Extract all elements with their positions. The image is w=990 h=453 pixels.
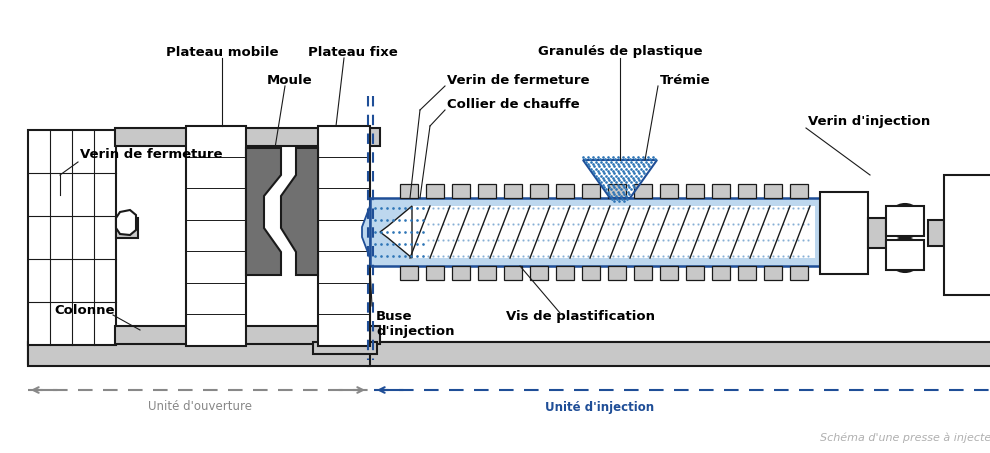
Bar xyxy=(426,266,444,280)
Bar xyxy=(400,184,418,198)
Bar xyxy=(28,342,370,366)
Text: Unité d'injection: Unité d'injection xyxy=(545,400,654,414)
Bar xyxy=(634,184,652,198)
Text: Plateau mobile: Plateau mobile xyxy=(165,45,278,58)
Bar xyxy=(410,206,815,258)
Text: Moule: Moule xyxy=(267,73,313,87)
Bar xyxy=(556,184,574,198)
Bar xyxy=(886,206,924,236)
Bar xyxy=(928,220,944,246)
Text: Verin d'injection: Verin d'injection xyxy=(808,116,931,129)
Bar xyxy=(318,126,370,346)
Bar xyxy=(426,184,444,198)
Bar xyxy=(608,184,626,198)
Bar xyxy=(790,184,808,198)
Bar xyxy=(478,266,496,280)
Polygon shape xyxy=(362,206,370,258)
Text: Plateau fixe: Plateau fixe xyxy=(308,45,398,58)
Bar xyxy=(608,266,626,280)
Bar xyxy=(738,266,756,280)
Bar xyxy=(764,266,782,280)
Bar xyxy=(582,184,600,198)
Bar xyxy=(712,266,730,280)
Bar xyxy=(313,342,377,354)
Text: Colonne: Colonne xyxy=(54,304,115,317)
Bar xyxy=(530,266,548,280)
Text: Unité d'ouverture: Unité d'ouverture xyxy=(148,400,252,414)
Bar xyxy=(400,266,418,280)
Bar xyxy=(186,126,246,346)
Circle shape xyxy=(888,204,922,238)
Bar xyxy=(868,218,886,248)
Bar xyxy=(478,184,496,198)
Bar xyxy=(28,130,116,345)
Bar xyxy=(28,342,938,364)
Bar xyxy=(790,266,808,280)
Bar xyxy=(660,184,678,198)
Bar xyxy=(944,175,990,295)
Text: Vis de plastification: Vis de plastification xyxy=(506,310,654,323)
Bar xyxy=(115,128,380,146)
Bar xyxy=(582,266,600,280)
Polygon shape xyxy=(380,206,412,258)
Text: Collier de chauffe: Collier de chauffe xyxy=(447,97,579,111)
Bar xyxy=(686,184,704,198)
Bar xyxy=(820,192,868,274)
Text: Granulés de plastique: Granulés de plastique xyxy=(538,45,702,58)
Bar xyxy=(764,184,782,198)
Text: Verin de fermeture: Verin de fermeture xyxy=(447,73,589,87)
Polygon shape xyxy=(246,148,281,275)
Bar xyxy=(686,266,704,280)
Bar xyxy=(370,198,820,266)
Bar xyxy=(712,184,730,198)
Bar xyxy=(452,184,470,198)
Bar xyxy=(116,218,138,238)
Text: Buse
d'injection: Buse d'injection xyxy=(376,310,454,338)
Bar xyxy=(530,184,548,198)
Text: Trémie: Trémie xyxy=(660,73,711,87)
Bar xyxy=(452,266,470,280)
Bar xyxy=(634,266,652,280)
Bar xyxy=(738,184,756,198)
Bar xyxy=(368,342,990,366)
Polygon shape xyxy=(281,148,318,275)
Circle shape xyxy=(888,238,922,272)
Bar xyxy=(556,266,574,280)
Bar xyxy=(504,266,522,280)
Bar xyxy=(115,326,380,344)
Text: Verin de fermeture: Verin de fermeture xyxy=(80,149,223,162)
Bar xyxy=(504,184,522,198)
Bar xyxy=(660,266,678,280)
Polygon shape xyxy=(116,210,136,235)
Text: Schéma d'une presse à injecter: Schéma d'une presse à injecter xyxy=(820,433,990,443)
Bar xyxy=(886,240,924,270)
